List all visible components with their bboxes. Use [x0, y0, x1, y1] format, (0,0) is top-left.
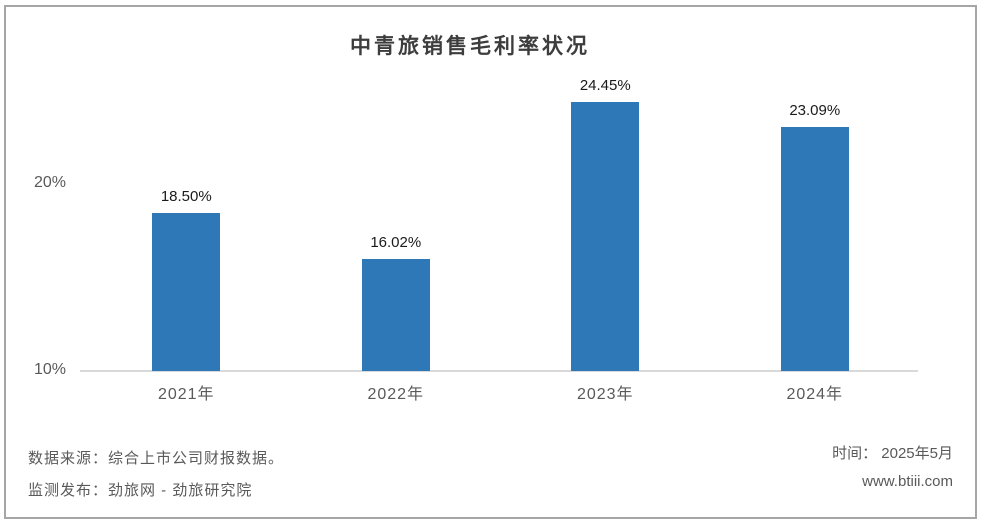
bar-value-label: 16.02% [370, 234, 422, 252]
bar [571, 101, 640, 371]
chart-title: 中青旅销售毛利率状况 [350, 35, 590, 58]
y-axis-tick-label: 20% [33, 174, 66, 191]
footer-right: 时间： 2025年5月 www.btiii.com [832, 440, 953, 496]
bar-value-label: 24.45% [579, 76, 631, 94]
bar [361, 259, 430, 371]
y-axis-tick-label: 10% [33, 361, 66, 378]
bar-value-label: 23.09% [789, 102, 841, 120]
x-axis-baseline [80, 370, 918, 372]
x-axis-label: 2022年 [367, 386, 425, 403]
data-source-text: 数据来源：综合上市公司财报数据。 [28, 450, 285, 467]
footer-left: 数据来源：综合上市公司财报数据。 监测发布：劲旅网 - 劲旅研究院 [28, 443, 284, 507]
website-text[interactable]: www.btiii.com [862, 473, 953, 490]
time-text: 时间： 2025年5月 [832, 445, 953, 462]
x-axis-label: 2023年 [576, 386, 634, 403]
bar [780, 127, 849, 371]
x-axis-label: 2021年 [157, 386, 215, 403]
publisher-text: 监测发布：劲旅网 - 劲旅研究院 [28, 482, 253, 499]
x-axis-label: 2024年 [786, 386, 844, 403]
bar [152, 213, 221, 371]
bar-value-label: 18.50% [160, 188, 212, 206]
